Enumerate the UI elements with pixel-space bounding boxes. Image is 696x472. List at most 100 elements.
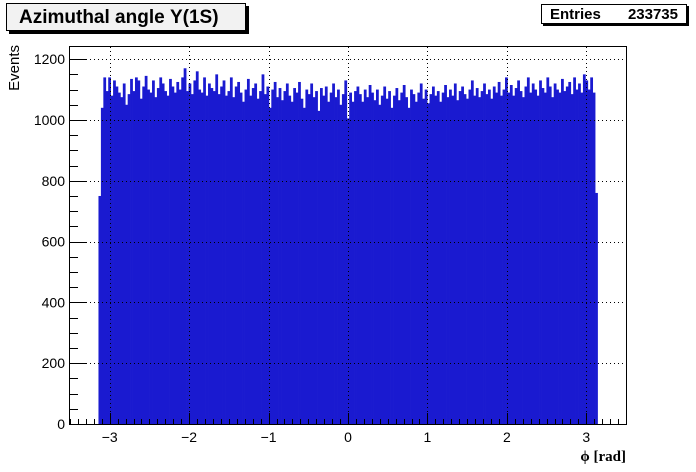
histogram-bar xyxy=(351,101,355,424)
histogram-bar xyxy=(186,91,189,424)
histogram-bar xyxy=(159,77,163,425)
histogram-bar xyxy=(249,95,253,425)
histogram-bars xyxy=(98,68,598,425)
histogram-bar xyxy=(195,71,199,424)
histogram-bar xyxy=(473,95,477,425)
histogram-bar xyxy=(232,97,236,425)
histogram-bar xyxy=(256,98,260,424)
histogram-bar xyxy=(117,92,121,424)
histogram-bar xyxy=(514,88,518,424)
histogram-bar xyxy=(427,103,430,424)
histogram-bar xyxy=(200,92,204,424)
histogram-bar xyxy=(166,95,170,425)
histogram-bar xyxy=(366,97,370,425)
histogram-bar xyxy=(385,98,389,424)
histogram-bar xyxy=(390,107,394,424)
histogram-bar xyxy=(478,97,482,425)
x-tick-label: −2 xyxy=(181,429,197,445)
grid-lines xyxy=(70,47,626,424)
histogram-bar xyxy=(122,83,126,424)
histogram-bar xyxy=(543,92,547,424)
histogram-bar xyxy=(358,94,362,425)
chart-title-box: Azimuthal angle Υ(1S) xyxy=(6,3,246,31)
histogram-bar xyxy=(208,83,211,424)
histogram-bar xyxy=(595,192,598,424)
histogram-bar xyxy=(539,80,542,424)
histogram-bar xyxy=(181,77,185,425)
histogram-bar xyxy=(278,88,282,424)
histogram-bar xyxy=(393,95,396,425)
histogram-bar xyxy=(315,91,318,424)
histogram-bar xyxy=(575,89,579,424)
histogram-bar xyxy=(190,94,194,425)
histogram-bar xyxy=(183,68,187,424)
histogram-bar xyxy=(441,92,445,424)
histogram-bar xyxy=(276,97,279,425)
histogram-bar xyxy=(283,91,287,424)
histogram-bar xyxy=(285,83,289,424)
histogram-bar xyxy=(356,86,360,425)
histogram-bar xyxy=(212,91,216,424)
histogram-bar xyxy=(485,94,489,425)
histogram-bar xyxy=(419,83,423,424)
histogram-bar xyxy=(142,86,146,425)
histogram-bar xyxy=(436,91,440,424)
histogram-bar xyxy=(317,110,321,424)
histogram-bar xyxy=(322,95,326,425)
histogram-bar xyxy=(565,86,569,425)
histogram-bar xyxy=(410,89,413,424)
histogram-bar xyxy=(152,80,155,424)
x-tick-label: 2 xyxy=(503,429,511,445)
histogram-bar xyxy=(295,92,299,424)
histogram-bar xyxy=(147,89,150,424)
histogram-bar xyxy=(327,101,331,424)
histogram-bar xyxy=(329,92,333,424)
histogram-bar xyxy=(210,88,214,424)
histogram-bar xyxy=(497,81,501,425)
histogram-bar xyxy=(434,95,438,425)
y-tick-label: 0 xyxy=(57,416,65,432)
histogram-bar xyxy=(402,85,406,424)
histogram-bar xyxy=(470,80,474,424)
plot-frame xyxy=(69,46,627,425)
histogram-bar xyxy=(395,88,399,424)
histogram-bar xyxy=(334,97,338,425)
x-tick-label: 0 xyxy=(344,429,352,445)
x-tick-label: 1 xyxy=(424,429,432,445)
histogram-bar xyxy=(570,94,574,425)
y-tick-label: 1200 xyxy=(34,51,65,67)
histogram-bar xyxy=(149,92,153,424)
histogram-bar xyxy=(463,94,467,425)
histogram-bar xyxy=(451,95,455,425)
histogram-bar xyxy=(383,86,387,425)
histogram-bar xyxy=(592,92,596,424)
x-tick-label: −1 xyxy=(261,429,277,445)
y-tick-label: 1000 xyxy=(34,112,65,128)
histogram-bar xyxy=(444,85,447,424)
histogram-bar xyxy=(188,83,192,424)
histogram-bar xyxy=(380,95,384,425)
histogram-bar xyxy=(475,88,479,424)
histogram-bar xyxy=(556,89,559,424)
histogram-bar xyxy=(363,89,367,424)
histogram-bar xyxy=(130,78,133,425)
histogram-bar xyxy=(558,92,562,424)
histogram-bar xyxy=(307,94,311,425)
histogram-bar xyxy=(580,92,584,424)
histogram-bar xyxy=(251,88,255,424)
histogram-bar xyxy=(388,91,391,424)
histogram-bar xyxy=(281,100,284,425)
histogram-bar xyxy=(553,83,557,424)
histogram-bar xyxy=(429,94,433,425)
histogram-bar xyxy=(378,104,382,425)
histogram-bar xyxy=(339,104,343,425)
histogram-bar xyxy=(468,89,472,424)
histogram-bar xyxy=(480,91,484,424)
histogram-bar xyxy=(349,92,352,424)
x-tick-label: 3 xyxy=(582,429,590,445)
histogram-bar xyxy=(585,80,589,424)
histogram-bar xyxy=(492,86,496,425)
histogram-bar xyxy=(561,78,564,425)
y-axis-label: Events xyxy=(6,45,23,91)
